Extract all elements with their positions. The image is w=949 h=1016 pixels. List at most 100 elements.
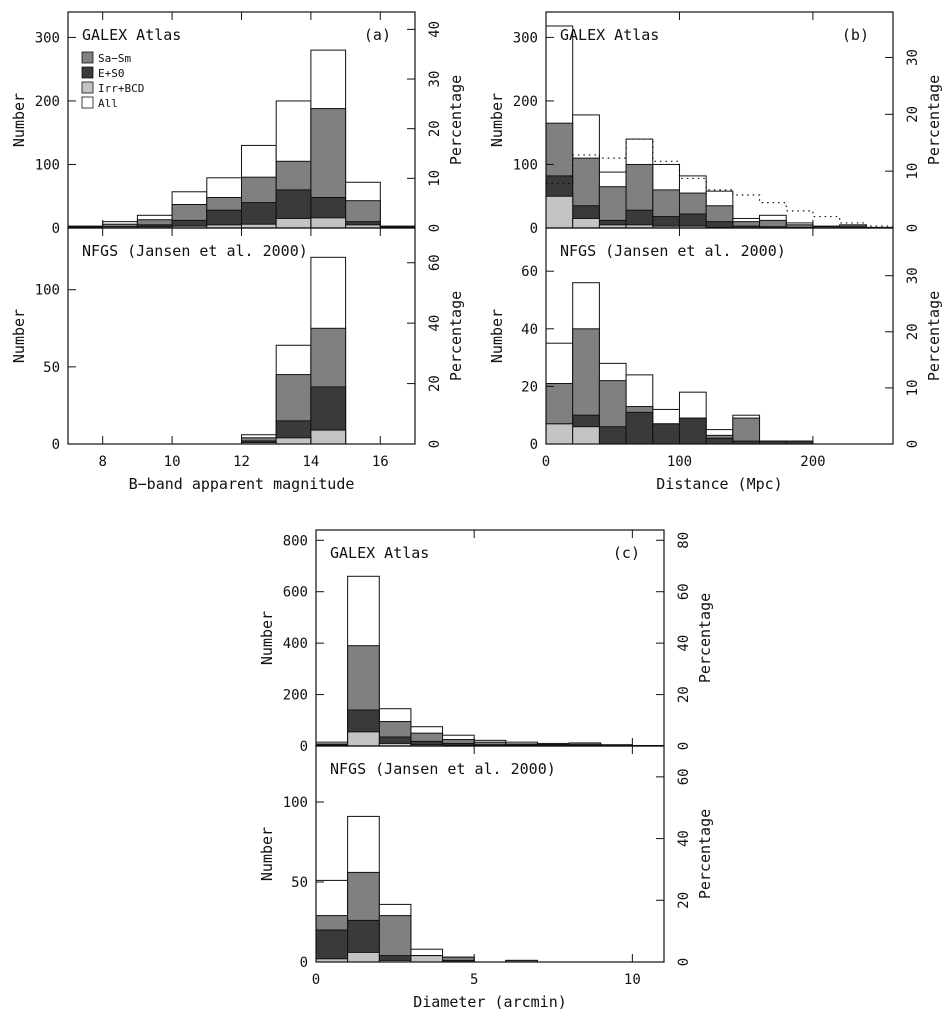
panel-c-bottom: 0 50 100 0 20 40 60 0 5 10 Number Percentage Diamete… [258, 745, 714, 1011]
ytick-right-label: 20 [427, 375, 443, 392]
y-axis-right-label: Percentage [696, 809, 714, 899]
series-irr-bcd [545, 423, 600, 445]
ytick-right-label: 0 [905, 440, 921, 448]
bar [678, 417, 707, 445]
xtick-label: 5 [470, 972, 478, 988]
ytick-label: 600 [283, 585, 308, 601]
y-axis-right-label: Percentage [447, 291, 465, 381]
ytick-label: 300 [35, 30, 60, 46]
ytick-label: 0 [530, 221, 538, 237]
legend-label: Sa−Sm [98, 52, 131, 65]
xtick-label: 0 [312, 972, 320, 988]
ytick-label: 50 [43, 360, 60, 376]
panel-c-top: 0 200 400 600 800 0 20 40 60 80 Number Percentage GA… [258, 529, 714, 755]
panel-title: NFGS (Jansen et al. 2000) [560, 242, 786, 260]
xtick-label: 14 [302, 454, 319, 470]
ytick-right-label: 60 [427, 254, 443, 271]
ytick-right-label: 40 [427, 315, 443, 332]
ytick-right-label: 20 [905, 323, 921, 340]
ytick-label: 400 [283, 636, 308, 652]
bar [545, 195, 574, 229]
panel-title: GALEX Atlas [560, 26, 659, 44]
xtick-label: 0 [542, 454, 550, 470]
plot-frame [315, 745, 665, 963]
ytick-right-label: 60 [676, 768, 692, 785]
ytick-right-label: 20 [427, 120, 443, 137]
series-irr-bcd [315, 951, 444, 963]
bar [572, 426, 600, 445]
y-axis-label: Number [488, 309, 506, 363]
y-axis-label: Number [488, 93, 506, 147]
legend-swatch [81, 96, 94, 109]
ytick-label: 100 [513, 157, 538, 173]
ytick-label: 0 [530, 437, 538, 453]
panel-label: (c) [613, 544, 640, 562]
panel-title: GALEX Atlas [82, 26, 181, 44]
legend: Sa−Sm E+S0 Irr+BCD All [81, 51, 144, 110]
bar [572, 217, 600, 229]
x-axis-label: Distance (Mpc) [656, 475, 782, 493]
bar [347, 951, 380, 963]
y-axis-right-label: Percentage [696, 593, 714, 683]
legend-swatch [81, 51, 94, 64]
ytick-right-label: 40 [676, 635, 692, 652]
ytick-right-label: 10 [427, 170, 443, 187]
y-axis-right-label: Percentage [447, 75, 465, 165]
ytick-right-label: 20 [905, 106, 921, 123]
legend-label: Irr+BCD [98, 82, 144, 95]
xtick-label: 100 [667, 454, 692, 470]
bar [598, 426, 627, 445]
ytick-right-label: 10 [905, 379, 921, 396]
bar [310, 217, 347, 229]
ytick-label: 300 [513, 30, 538, 46]
ytick-label: 200 [513, 94, 538, 110]
ytick-label: 0 [300, 955, 308, 971]
ytick-right-label: 30 [427, 71, 443, 88]
ytick-right-label: 0 [427, 440, 443, 448]
ytick-label: 100 [283, 795, 308, 811]
ytick-right-label: 40 [676, 830, 692, 847]
y-axis-label: Number [258, 611, 276, 665]
panel-title: GALEX Atlas [330, 544, 429, 562]
plot-frame [67, 227, 416, 445]
panel-title: NFGS (Jansen et al. 2000) [82, 242, 308, 260]
ytick-label: 50 [291, 875, 308, 891]
ytick-label: 800 [283, 533, 308, 549]
ytick-label: 20 [521, 379, 538, 395]
ytick-label: 100 [35, 283, 60, 299]
ytick-right-label: 0 [427, 224, 443, 232]
ytick-right-label: 0 [905, 224, 921, 232]
bar [732, 417, 761, 445]
bar [625, 411, 654, 445]
xtick-label: 8 [98, 454, 106, 470]
bar [545, 423, 574, 445]
legend-label: E+S0 [98, 67, 125, 80]
y-axis-right-label: Percentage [925, 291, 943, 381]
ytick-label: 0 [52, 437, 60, 453]
ytick-right-label: 20 [676, 892, 692, 909]
y-axis-right-label: Percentage [925, 75, 943, 165]
y-axis-label: Number [10, 93, 28, 147]
bar [652, 423, 680, 445]
y-axis-label: Number [10, 309, 28, 363]
panel-title: NFGS (Jansen et al. 2000) [330, 760, 556, 778]
panel-b-top: 0 100 200 300 0 10 20 30 Number Percentage GALEX A… [488, 11, 943, 237]
ytick-right-label: 20 [676, 686, 692, 703]
bar [378, 915, 412, 963]
bar [310, 429, 347, 445]
bar [315, 929, 349, 963]
ytick-right-label: 80 [676, 532, 692, 549]
xtick-label: 10 [624, 972, 641, 988]
bar [705, 437, 734, 445]
bar [275, 437, 312, 445]
ytick-right-label: 0 [676, 742, 692, 750]
ytick-label: 100 [35, 157, 60, 173]
ytick-right-label: 10 [905, 163, 921, 180]
panel-a-top: 0 100 200 300 0 10 20 30 40 Number Percentage GALEX… [10, 11, 465, 237]
bar [275, 217, 312, 229]
x-axis-label: B−band apparent magnitude [129, 475, 355, 493]
xtick-label: 200 [800, 454, 825, 470]
ytick-label: 40 [521, 322, 538, 338]
ytick-right-label: 30 [905, 49, 921, 66]
